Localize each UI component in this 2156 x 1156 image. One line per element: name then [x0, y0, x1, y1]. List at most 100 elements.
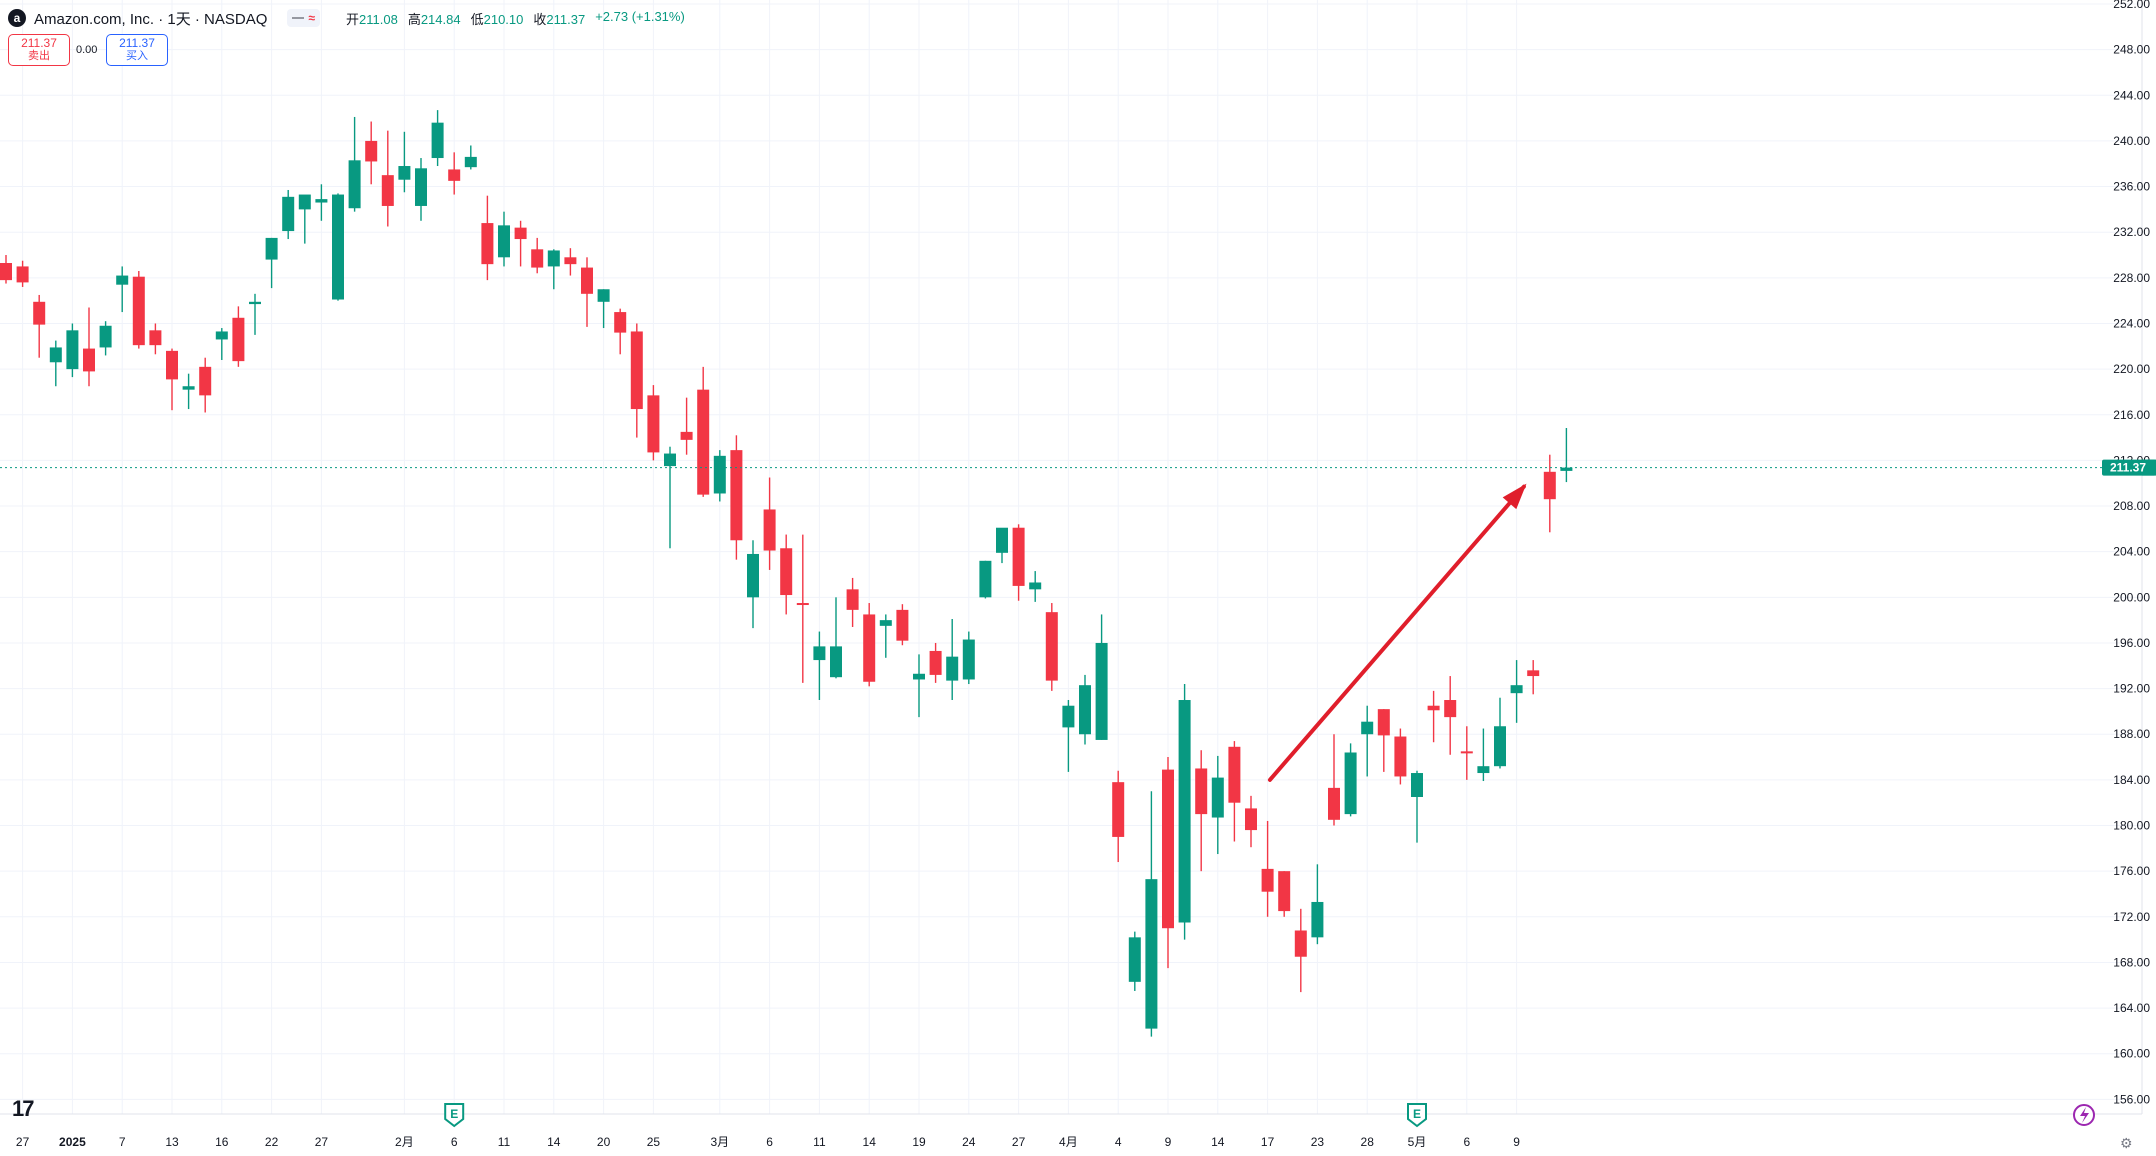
price-tick-label: 188.00: [2113, 727, 2150, 741]
candle-body-up: [66, 330, 79, 370]
high-label: 高: [407, 11, 421, 27]
candles: [0, 110, 1573, 1037]
open-value: 211.08: [359, 11, 398, 27]
price-tick-label: 236.00: [2113, 180, 2150, 194]
candle-body-up: [1494, 726, 1506, 767]
settings-icon[interactable]: ⚙: [2120, 1135, 2133, 1151]
candle-body-down: [83, 348, 95, 372]
trend-arrow-line: [1267, 484, 1526, 782]
candle-body-up: [1477, 766, 1490, 774]
candle-body-down: [730, 450, 743, 541]
date-tick-label: 14: [863, 1135, 877, 1149]
buy-button[interactable]: 211.37 买入: [106, 34, 168, 66]
indicator-toggle[interactable]: ≈: [287, 9, 320, 27]
candle-body-up: [979, 560, 992, 598]
date-tick-label: 5月: [1408, 1135, 1427, 1149]
date-tick-label: 14: [1211, 1135, 1225, 1149]
price-tick-label: 156.00: [2113, 1092, 2150, 1106]
candle-body-down: [1427, 705, 1440, 711]
price-tick-label: 220.00: [2113, 362, 2150, 376]
candle-body-down: [929, 650, 942, 675]
sell-button[interactable]: 211.37 卖出: [8, 34, 70, 66]
candle-body-up: [498, 225, 510, 258]
candle-body-down: [1278, 871, 1291, 912]
date-tick-label: 2025: [59, 1135, 86, 1149]
candle-body-down: [232, 317, 245, 362]
candle-body-up: [1062, 705, 1075, 728]
date-tick-label: 11: [813, 1135, 826, 1149]
time-axis[interactable]: 27 2025 7 13 16 22 27 2月 6 11 14 20 25 3月 6 11 14 19 24 27 4…: [16, 1135, 1520, 1149]
candle-body-down: [1543, 471, 1556, 500]
candle-body-up: [1029, 582, 1042, 590]
candle-body-down: [1294, 930, 1307, 957]
candle-body-down: [16, 266, 29, 283]
candle-body-up: [1145, 879, 1158, 1029]
date-tick-label: 16: [215, 1135, 229, 1149]
candle-body-down: [1394, 736, 1407, 777]
date-tick-label: 9: [1513, 1135, 1520, 1149]
candle-body-down: [381, 175, 394, 206]
candle-body-down: [564, 257, 577, 265]
overlays: 211.37 E E: [0, 459, 2156, 1128]
date-tick-label: 28: [1361, 1135, 1375, 1149]
candle-body-up: [962, 639, 975, 680]
last-price-label: 211.37: [2110, 461, 2146, 475]
price-tick-label: 184.00: [2113, 773, 2150, 787]
price-axis[interactable]: 156.00 160.00 164.00 168.00 172.00 176.00 180.…: [2113, 0, 2150, 1106]
candle-body-down: [647, 395, 660, 453]
candle-body-down: [614, 312, 627, 333]
date-tick-label: 2月: [395, 1135, 414, 1149]
candle-body-down: [33, 301, 46, 325]
candle-body-up: [415, 168, 427, 206]
earnings-icon-shape: [444, 1103, 465, 1128]
candle-body-up: [249, 301, 261, 305]
candle-body-down: [796, 603, 809, 606]
candle-body-up: [464, 156, 477, 168]
candle-body-up: [348, 160, 361, 209]
candle-body-down: [1527, 670, 1540, 677]
candle-body-up: [431, 122, 444, 159]
candle-body-down: [1162, 769, 1174, 929]
date-tick-label: 7: [119, 1135, 126, 1149]
candle-body-down: [1261, 868, 1274, 892]
spread-value: 0.00: [76, 44, 98, 56]
earnings-icon-letter: E: [1413, 1107, 1421, 1121]
buy-price: 211.37: [119, 36, 155, 50]
price-tick-label: 172.00: [2113, 910, 2150, 924]
candle-body-up: [332, 194, 344, 300]
candle-body-up: [1361, 721, 1374, 735]
candle-body-up: [265, 237, 278, 260]
candle-body-down: [166, 350, 178, 380]
earnings-icon: E: [444, 1103, 465, 1128]
candle-body-down: [199, 366, 212, 396]
date-tick-label: 25: [647, 1135, 661, 1149]
date-tick-label: 11: [498, 1135, 511, 1149]
price-tick-label: 160.00: [2113, 1047, 2150, 1061]
candle-body-up: [1560, 467, 1573, 471]
candle-body-up: [1211, 777, 1224, 818]
candle-body-down: [514, 227, 527, 240]
candle-body-up: [1079, 685, 1091, 735]
price-tick-label: 248.00: [2113, 43, 2150, 57]
tradingview-logo[interactable]: 17: [12, 1096, 35, 1121]
lightning-icon: [2073, 1104, 2095, 1126]
symbol-title[interactable]: Amazon.com, Inc. · 1天 · NASDAQ: [34, 10, 268, 28]
candle-body-down: [581, 267, 593, 294]
price-tick-label: 164.00: [2113, 1001, 2150, 1015]
candle-body-down: [1444, 700, 1457, 718]
candle-body-down: [1112, 782, 1125, 837]
candle-body-down: [149, 330, 162, 346]
price-tick-label: 176.00: [2113, 864, 2150, 878]
candle-body-up: [398, 166, 411, 180]
candle-body-down: [1195, 768, 1208, 815]
candle-body-up: [830, 646, 842, 678]
candle-body-up: [116, 275, 129, 285]
candle-body-down: [697, 389, 710, 495]
date-tick-label: 27: [16, 1135, 30, 1149]
candle-body-up: [282, 196, 295, 232]
lightning-icon-bolt: [2080, 1107, 2089, 1123]
candle-body-up: [547, 250, 560, 267]
sell-label: 卖出: [28, 50, 50, 62]
date-tick-label: 14: [547, 1135, 561, 1149]
